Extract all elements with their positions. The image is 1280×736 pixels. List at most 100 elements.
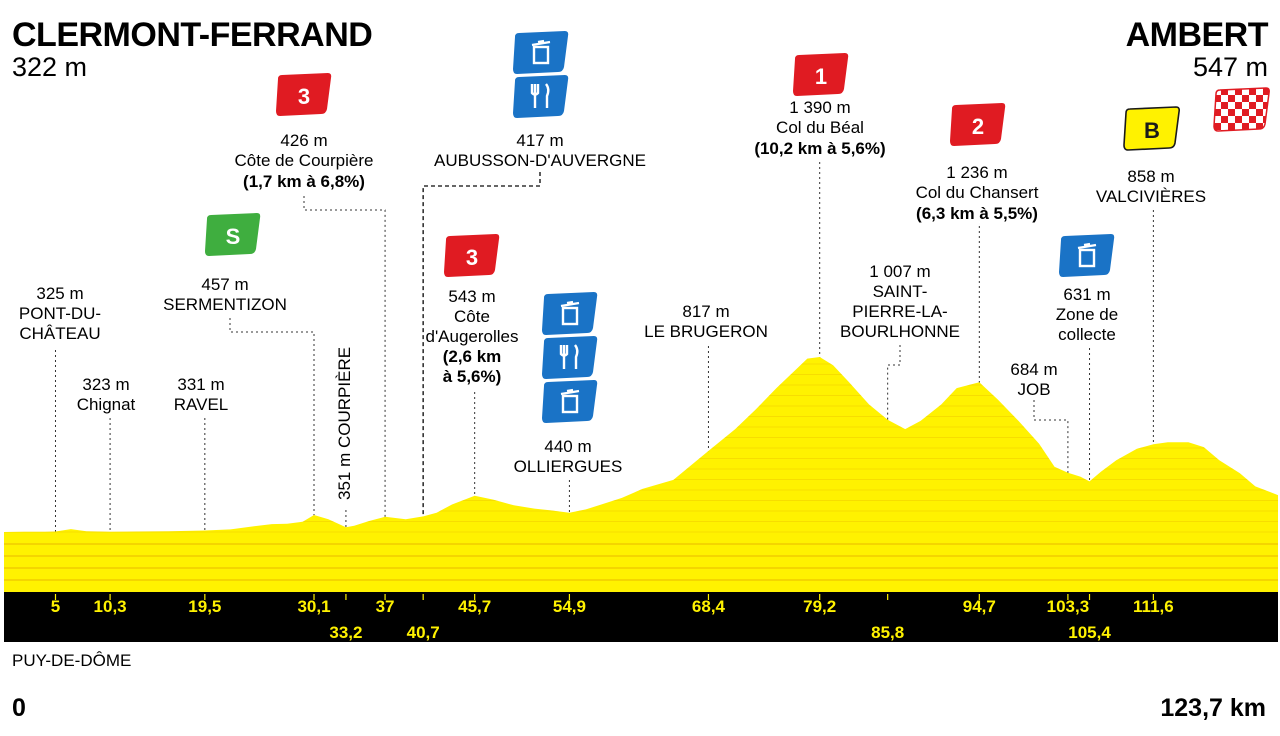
bin-icon xyxy=(1059,234,1115,277)
name-label-line2: PIERRE-LA- xyxy=(852,302,947,321)
bonus-badge: B xyxy=(1123,106,1180,151)
km-label: 85,8 xyxy=(871,623,904,642)
flag-check xyxy=(1249,109,1256,116)
label-saint-pierre-la-bourlhonne: 1 007 m SAINT- PIERRE-LA- BOURLHONNE xyxy=(840,262,960,341)
flag-check xyxy=(1270,102,1277,109)
flag-check xyxy=(1249,123,1256,130)
distance-end: 123,7 km xyxy=(1160,694,1266,722)
flag-check xyxy=(1249,130,1256,131)
climb-badge: 1 xyxy=(793,53,849,96)
flag-check xyxy=(1221,109,1228,116)
name-label-line1: Côte xyxy=(454,307,490,326)
flag-check xyxy=(1263,102,1270,109)
name-label-line3: BOURLHONNE xyxy=(840,322,960,341)
flag-check xyxy=(1235,109,1242,116)
name-label: SERMENTIZON xyxy=(163,295,287,314)
flag-check xyxy=(1263,130,1270,131)
flag-check xyxy=(1221,102,1228,109)
label-aubusson: 417 m AUBUSSON-D'AUVERGNE xyxy=(434,31,646,170)
flag-check xyxy=(1214,95,1221,102)
flag-check xyxy=(1235,116,1242,123)
km-label: 37 xyxy=(376,597,395,616)
flag-check xyxy=(1256,95,1263,102)
flag-check xyxy=(1242,123,1249,130)
leader-line xyxy=(1033,400,1069,592)
flag-check xyxy=(1249,88,1256,95)
sprint-badge: S xyxy=(205,213,261,256)
label-valcivieres: B 858 m VALCIVIÈRES xyxy=(1096,106,1206,206)
flag-check xyxy=(1270,95,1277,102)
km-label: 54,9 xyxy=(553,597,586,616)
courpiere-label: 351 m COURPIÈRE xyxy=(335,347,354,500)
flag-check xyxy=(1242,102,1249,109)
finish-town: AMBERT xyxy=(1126,16,1269,54)
flag-check xyxy=(1214,116,1221,123)
alt-label: 426 m xyxy=(280,131,327,150)
alt-label: 684 m xyxy=(1010,360,1057,379)
flag-check xyxy=(1214,123,1221,130)
name-label: Côte de Courpière xyxy=(235,151,374,170)
km-bar xyxy=(4,592,1278,642)
start-altitude: 322 m xyxy=(12,52,87,82)
flag-check xyxy=(1256,123,1263,130)
name-label: Col du Chansert xyxy=(916,183,1039,202)
alt-label: 331 m xyxy=(177,375,224,394)
food-icon xyxy=(542,336,598,379)
flag-check xyxy=(1221,95,1228,102)
flag-check xyxy=(1235,130,1242,131)
flag-check xyxy=(1242,116,1249,123)
flag-check xyxy=(1256,88,1263,95)
flag-check xyxy=(1256,109,1263,116)
flag-check xyxy=(1249,116,1256,123)
name-label-line1: PONT-DU- xyxy=(19,304,101,323)
flag-check xyxy=(1249,102,1256,109)
flag-check xyxy=(1242,130,1249,131)
flag-check xyxy=(1263,95,1270,102)
name-label-line1: SAINT- xyxy=(873,282,928,301)
alt-label: 457 m xyxy=(201,275,248,294)
km-labels: 5 10,3 19,5 30,1 33,2 37 40,7 45,7 54,9 68,4 79,2 8… xyxy=(51,594,1174,642)
flag-check xyxy=(1228,95,1235,102)
climb-badge-text: 3 xyxy=(466,245,478,270)
km-label: 45,7 xyxy=(458,597,491,616)
flag-check xyxy=(1249,95,1256,102)
flag-check xyxy=(1221,88,1228,95)
label-ravel: 331 m RAVEL xyxy=(174,375,229,414)
name-label-line1: Zone de xyxy=(1056,305,1118,324)
flag-check xyxy=(1270,109,1277,116)
km-label: 33,2 xyxy=(329,623,362,642)
detail-label: (6,3 km à 5,5%) xyxy=(916,204,1038,223)
label-le-brugeron: 817 m LE BRUGERON xyxy=(644,302,768,341)
climb-badge: 3 xyxy=(444,234,500,277)
alt-label: 817 m xyxy=(682,302,729,321)
name-label: Col du Béal xyxy=(776,118,864,137)
climb-badge-text: 1 xyxy=(815,64,827,89)
name-label: LE BRUGERON xyxy=(644,322,768,341)
km-label: 105,4 xyxy=(1068,623,1111,642)
flag-check xyxy=(1256,102,1263,109)
km-label: 68,4 xyxy=(692,597,726,616)
name-label: Chignat xyxy=(77,395,136,414)
flag-check xyxy=(1270,88,1277,95)
alt-label: 858 m xyxy=(1127,167,1174,186)
flag-check xyxy=(1270,123,1277,130)
alt-label: 1 007 m xyxy=(869,262,930,281)
detail-label: (10,2 km à 5,6%) xyxy=(754,139,885,158)
flag-check xyxy=(1235,95,1242,102)
leader-line xyxy=(229,318,315,592)
food-icon xyxy=(513,75,569,118)
label-olliergues: 440 m OLLIERGUES xyxy=(514,292,622,476)
km-label: 103,3 xyxy=(1047,597,1090,616)
detail-label-line1: (2,6 km xyxy=(443,347,502,366)
flag-check xyxy=(1235,88,1242,95)
flag-check xyxy=(1228,116,1235,123)
flag-check xyxy=(1228,123,1235,130)
flag-check xyxy=(1242,88,1249,95)
alt-label: 543 m xyxy=(448,287,495,306)
flag-check xyxy=(1228,102,1235,109)
flag-check xyxy=(1270,116,1277,123)
flag-check xyxy=(1263,88,1270,95)
km-label: 94,7 xyxy=(963,597,996,616)
leader-line xyxy=(303,196,386,592)
